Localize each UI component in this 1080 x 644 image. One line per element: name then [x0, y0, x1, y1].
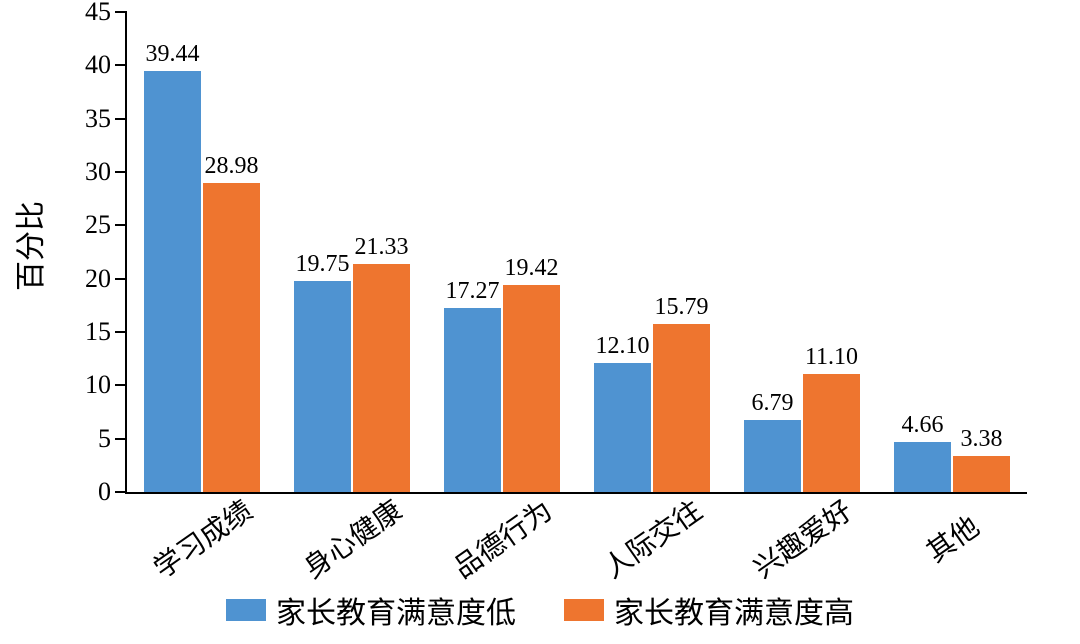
y-tick-label: 30: [85, 157, 127, 187]
y-tick-label: 40: [85, 50, 127, 80]
x-tick-label: 人际交往: [595, 489, 710, 586]
bar: 11.10: [803, 374, 860, 492]
bar: 19.75: [294, 281, 351, 492]
x-tick-label: 学习成绩: [145, 489, 260, 586]
bar-value-label: 6.79: [752, 390, 794, 417]
bar: 12.10: [594, 363, 651, 492]
bar: 3.38: [953, 456, 1010, 492]
legend-swatch: [564, 599, 604, 621]
bar-value-label: 3.38: [961, 426, 1003, 453]
bar-value-label: 21.33: [355, 234, 409, 261]
legend-item: 家长教育满意度低: [226, 588, 516, 632]
bars-layer: 39.4428.9819.7521.3317.2719.4212.1015.79…: [127, 12, 1027, 492]
bar: 28.98: [203, 183, 260, 492]
bar: 15.79: [653, 324, 710, 492]
y-tick-label: 5: [98, 424, 127, 454]
bar-value-label: 12.10: [596, 333, 650, 360]
legend-label: 家长教育满意度高: [614, 588, 854, 632]
y-tick-label: 20: [85, 264, 127, 294]
x-tick-label: 兴趣爱好: [745, 489, 860, 586]
y-axis-title: 百分比: [6, 201, 50, 291]
x-tick-label: 身心健康: [295, 489, 410, 586]
y-tick-label: 10: [85, 370, 127, 400]
x-tick-label: 其他: [918, 506, 987, 571]
bar-value-label: 4.66: [902, 412, 944, 439]
legend-swatch: [226, 599, 266, 621]
y-tick-label: 15: [85, 317, 127, 347]
y-tick-label: 25: [85, 210, 127, 240]
y-tick-label: 45: [85, 0, 127, 27]
bar: 6.79: [744, 420, 801, 492]
bar-value-label: 19.42: [505, 255, 559, 282]
x-tick-label: 品德行为: [445, 489, 560, 586]
legend-item: 家长教育满意度高: [564, 588, 854, 632]
bar-value-label: 17.27: [446, 278, 500, 305]
bar: 39.44: [144, 71, 201, 492]
bar-value-label: 28.98: [205, 153, 259, 180]
bar-value-label: 19.75: [296, 251, 350, 278]
legend: 家长教育满意度低 家长教育满意度高: [0, 588, 1080, 632]
bar: 21.33: [353, 264, 410, 492]
bar-value-label: 15.79: [655, 294, 709, 321]
bar-value-label: 11.10: [805, 344, 858, 371]
y-tick-label: 0: [98, 477, 127, 507]
bar: 19.42: [503, 285, 560, 492]
bar-chart: 百分比 39.4428.9819.7521.3317.2719.4212.101…: [0, 0, 1080, 644]
plot-area: 39.4428.9819.7521.3317.2719.4212.1015.79…: [125, 12, 1027, 494]
bar-value-label: 39.44: [146, 41, 200, 68]
bar: 17.27: [444, 308, 501, 492]
bar: 4.66: [894, 442, 951, 492]
y-tick-label: 35: [85, 104, 127, 134]
legend-label: 家长教育满意度低: [276, 588, 516, 632]
